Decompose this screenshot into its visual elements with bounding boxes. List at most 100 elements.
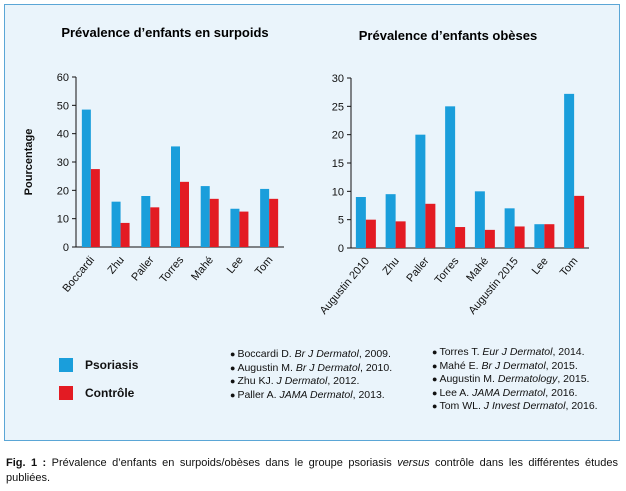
bar-controle <box>120 222 130 247</box>
bullet-icon: ● <box>432 374 438 384</box>
bar-controle <box>90 169 100 247</box>
reference-post: , 2010. <box>360 361 393 374</box>
y-tick-label: 15 <box>332 158 344 170</box>
bar-controle <box>544 224 555 248</box>
x-tick-label: Zhu <box>105 254 126 276</box>
x-tick-label: Paller <box>129 254 156 284</box>
bar-psoriasis <box>355 197 366 248</box>
bar-psoriasis <box>415 134 426 248</box>
bar-psoriasis <box>445 106 456 248</box>
bar-psoriasis <box>141 196 151 247</box>
y-tick-label: 40 <box>57 129 69 141</box>
figure-panel: Prévalence d’enfants en surpoids 0 10 20 30 4… <box>4 4 620 441</box>
reference-item: ● Augustin M. Dermatology, 2015. <box>432 373 598 387</box>
legend-label-controle: Contrôle <box>85 386 135 400</box>
reference-journal: Dermatology <box>497 373 558 385</box>
bar-controle <box>395 221 406 248</box>
reference-post: , 2016. <box>545 386 578 399</box>
bar-psoriasis <box>564 93 575 248</box>
reference-post: , 2009. <box>358 348 391 360</box>
bar-psoriasis <box>171 146 180 247</box>
bar-psoriasis <box>385 194 396 248</box>
reference-post: , 2016. <box>565 400 598 412</box>
reference-item: ● Torres T. Eur J Dermatol, 2014. <box>432 346 598 360</box>
bar-controle <box>484 229 495 248</box>
bar-controle <box>425 203 436 248</box>
caption-text-after: contrôle dans les différentes études pub… <box>6 457 618 484</box>
reference-journal: JAMA Dermatol <box>279 388 353 401</box>
reference-item: ● Lee A. JAMA Dermatol, 2016. <box>432 387 598 401</box>
bar-psoriasis <box>200 186 210 247</box>
references-left: ● Boccardi D. Br J Dermatol, 2009. ● August… <box>230 348 392 402</box>
bar-controle <box>455 227 466 248</box>
bullet-icon: ● <box>432 387 438 398</box>
bar-psoriasis <box>534 224 545 248</box>
bar-controle <box>365 219 376 248</box>
reference-journal: Br J Dermatol <box>295 361 360 374</box>
reference-journal: JAMA Dermatol <box>472 386 546 399</box>
y-tick-label: 30 <box>57 157 69 169</box>
bar-controle <box>239 211 249 247</box>
chart-title: Prévalence d’enfants en surpoids <box>61 25 268 40</box>
bullet-icon: ● <box>432 360 438 371</box>
figure-caption: Fig. 1 : Prévalence d’enfants en surpoid… <box>6 456 618 486</box>
y-tick-label: 5 <box>338 215 344 227</box>
x-tick-label: Zhu <box>381 255 402 277</box>
reference-post: , 2015. <box>557 373 590 385</box>
legend: Psoriasis Contrôle <box>59 355 138 411</box>
bullet-icon: ● <box>432 347 438 357</box>
reference-pre: Tom WL. <box>439 400 484 412</box>
reference-journal: Eur J Dermatol <box>482 346 553 358</box>
x-tick-label: Torres <box>433 255 462 287</box>
reference-pre: Mahé E. <box>439 359 482 372</box>
y-tick-label: 0 <box>63 242 69 254</box>
y-axis-label: Pourcentage <box>23 129 35 196</box>
legend-item-psoriasis: Psoriasis <box>59 355 138 375</box>
bullet-icon: ● <box>230 389 236 400</box>
bar-psoriasis <box>111 201 121 247</box>
chart-obeses: Prévalence d’enfants obèses 0 5 10 15 20 25 30 A… <box>318 28 589 317</box>
reference-journal: Br J Dermatol <box>294 348 359 360</box>
reference-item: ● Paller A. JAMA Dermatol, 2013. <box>230 389 392 403</box>
y-tick-label: 25 <box>332 101 344 113</box>
bar-psoriasis <box>474 191 485 248</box>
reference-pre: Boccardi D. <box>237 348 295 360</box>
bar-controle <box>180 181 189 247</box>
x-tick-label: Torres <box>157 254 186 286</box>
bar-controle <box>514 226 525 248</box>
y-tick-label: 60 <box>57 72 69 84</box>
y-tick-label: 20 <box>57 185 69 197</box>
legend-label-psoriasis: Psoriasis <box>85 358 139 372</box>
bar-controle <box>209 198 219 247</box>
reference-item: ● Tom WL. J Invest Dermatol, 2016. <box>432 400 598 414</box>
reference-journal: Br J Dermatol <box>481 359 546 372</box>
x-tick-label: Tom <box>253 254 276 278</box>
x-tick-label: Lee <box>225 254 246 276</box>
bar-psoriasis <box>504 208 515 248</box>
legend-swatch-controle <box>59 386 73 400</box>
caption-text-italic: versus <box>397 457 430 469</box>
y-tick-label: 10 <box>57 214 69 226</box>
reference-journal: J Invest Dermatol <box>483 400 566 412</box>
reference-item: ● Augustin M. Br J Dermatol, 2010. <box>230 362 392 376</box>
reference-post: , 2015. <box>545 359 578 372</box>
reference-item: ● Boccardi D. Br J Dermatol, 2009. <box>230 348 392 362</box>
x-tick-label: Augustin 2010 <box>318 255 372 317</box>
bullet-icon: ● <box>432 401 438 411</box>
reference-journal: J Dermatol <box>276 375 328 387</box>
reference-pre: Paller A. <box>237 388 280 401</box>
caption-text-before: Prévalence d’enfants en surpoids/obèses … <box>46 457 398 469</box>
bullet-icon: ● <box>230 362 236 373</box>
bullet-icon: ● <box>230 349 236 359</box>
reference-pre: Augustin M. <box>439 373 498 385</box>
x-tick-label: Boccardi <box>60 254 97 294</box>
reference-item: ● Mahé E. Br J Dermatol, 2015. <box>432 360 598 374</box>
reference-pre: Augustin M. <box>237 361 296 374</box>
caption-label: Fig. 1 : <box>6 457 47 469</box>
x-tick-label: Lee <box>530 255 551 277</box>
y-tick-label: 30 <box>332 73 344 85</box>
x-tick-label: Tom <box>558 255 581 279</box>
bar-psoriasis <box>230 208 240 247</box>
y-tick-label: 10 <box>332 186 344 198</box>
bar-psoriasis <box>81 109 91 247</box>
